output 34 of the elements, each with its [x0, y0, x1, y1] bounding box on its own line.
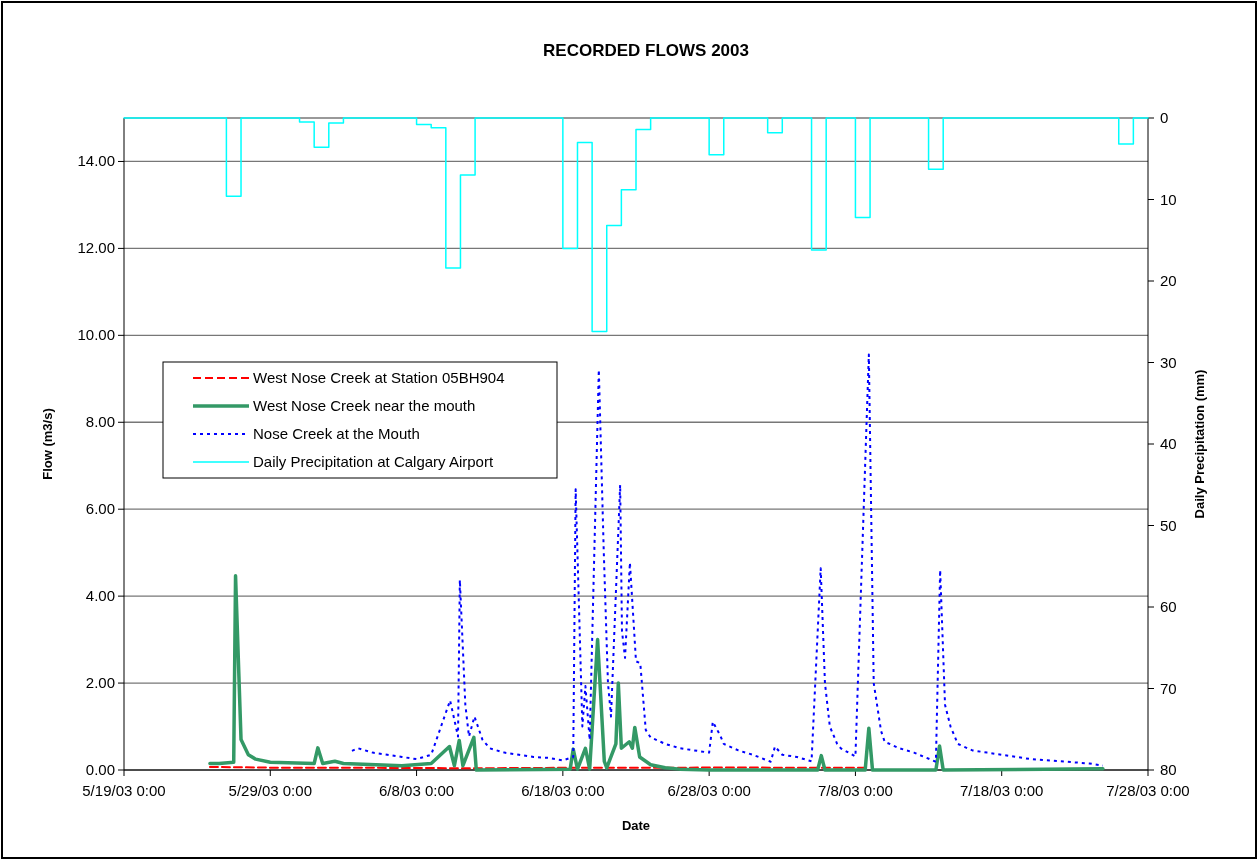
y-tick-label: 8.00: [85, 413, 115, 431]
chart-title: RECORDED FLOWS 2003: [543, 41, 749, 60]
y2-tick-label: 20: [1160, 272, 1177, 289]
y2-tick-label: 0: [1160, 109, 1169, 126]
y2-tick-label: 10: [1160, 190, 1177, 208]
x-axis-title: Date: [621, 818, 651, 833]
y2-tick-label: 30: [1160, 353, 1177, 371]
x-tick-label: 5/29/03 0:00: [228, 782, 312, 799]
x-tick-label: 5/19/03 0:00: [82, 782, 166, 799]
y-tick-label: 2.00: [85, 674, 115, 692]
x-tick-label: 6/8/03 0:00: [379, 782, 455, 799]
x-tick-label: 6/28/03 0:00: [667, 782, 751, 799]
y2-tick-label: 40: [1160, 435, 1177, 452]
y-tick-label: 4.00: [85, 587, 115, 605]
y2-tick-label: 50: [1160, 516, 1177, 534]
legend-label: Daily Precipitation at Calgary Airport: [253, 453, 494, 470]
x-tick-label: 7/28/03 0:00: [1106, 782, 1190, 799]
y-tick-label: 12.00: [77, 239, 115, 257]
x-tick-label: 7/18/03 0:00: [960, 782, 1044, 799]
y-tick-label: 14.00: [77, 152, 115, 170]
y2-tick-label: 60: [1160, 598, 1177, 615]
y-tick-label: 0.00: [85, 761, 115, 778]
line-series: [208, 573, 1105, 772]
y2-tick-label: 70: [1160, 679, 1177, 697]
x-tick-label: 7/8/03 0:00: [817, 782, 893, 799]
y-tick-label: 6.00: [85, 500, 115, 518]
y2-tick-label: 80: [1160, 761, 1177, 778]
legend-label: Nose Creek at the Mouth: [253, 425, 420, 442]
y-tick-label: 10.00: [77, 326, 115, 344]
y2-axis-title: Daily Precipitation (mm): [1192, 369, 1207, 519]
x-tick-label: 6/18/03 0:00: [521, 782, 605, 799]
legend-label: West Nose Creek at Station 05BH904: [253, 369, 505, 386]
y-axis-title: Flow (m3/s): [40, 408, 55, 480]
legend-label: West Nose Creek near the mouth: [253, 397, 476, 414]
